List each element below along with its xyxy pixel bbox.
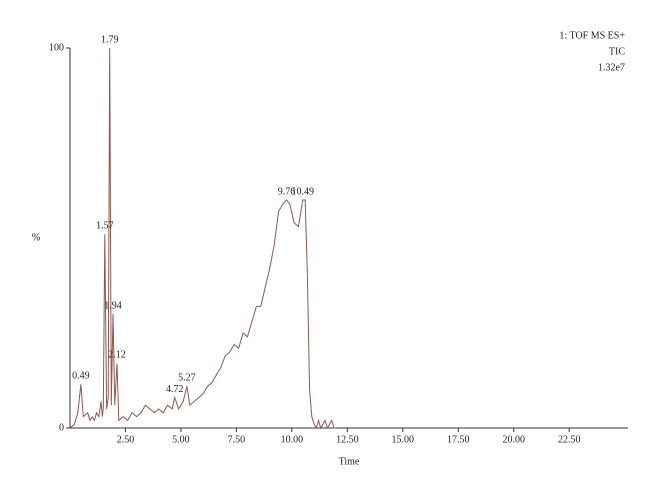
x-tick-label: 5.00 <box>172 434 190 445</box>
x-tick-label: 2.50 <box>117 434 135 445</box>
y-tick-label: 100 <box>49 42 64 53</box>
trace <box>69 47 337 430</box>
info-line: 1.32e7 <box>598 62 625 73</box>
x-tick-label: 15.00 <box>392 434 415 445</box>
peak-label: 4.72 <box>166 384 184 395</box>
x-tick-label: 20.00 <box>502 434 525 445</box>
peak-label: 0.49 <box>72 371 90 382</box>
y-tick-label: 0 <box>59 422 64 433</box>
peak-label: 10.49 <box>291 186 314 197</box>
x-tick-label: 17.50 <box>447 434 470 445</box>
x-tick-label: 12.50 <box>336 434 359 445</box>
peak-label: 9.76 <box>278 186 296 197</box>
info-line: 1: TOF MS ES+ <box>559 30 625 41</box>
x-axis-label: Time <box>339 456 360 467</box>
info-line: TIC <box>609 46 625 57</box>
peak-label: 1.79 <box>101 34 119 45</box>
peak-label: 5.27 <box>178 372 196 383</box>
peak-label: 2.12 <box>108 350 126 361</box>
x-tick-label: 7.50 <box>228 434 246 445</box>
y-axis-label: % <box>32 232 40 243</box>
peak-label: 1.94 <box>104 300 122 311</box>
x-tick-label: 10.00 <box>281 434 304 445</box>
peak-label: 1.57 <box>96 220 114 231</box>
x-tick-label: 22.50 <box>558 434 581 445</box>
